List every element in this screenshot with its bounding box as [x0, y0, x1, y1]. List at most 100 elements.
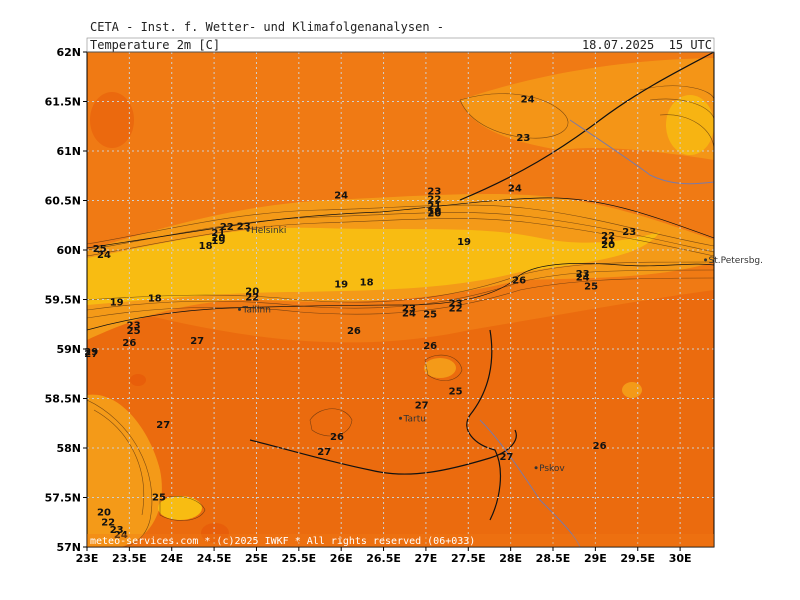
finland-coastline: [87, 197, 714, 249]
contour-label: 25: [584, 282, 598, 293]
contour-line: [87, 218, 714, 257]
contour-label: 24: [97, 250, 111, 261]
contour-line: [87, 277, 714, 319]
lon-label: 26.5E: [366, 552, 401, 565]
contour-label: 22: [220, 222, 234, 233]
contour-line: [87, 204, 714, 247]
lat-label: 59.5N: [45, 294, 81, 307]
contour-label: 20: [97, 507, 111, 518]
contour-label: 20: [245, 287, 259, 298]
contour-label: 24: [334, 191, 348, 202]
contour-label: 20: [427, 208, 441, 219]
city-label: Pskov: [539, 464, 565, 474]
lon-label: 26E: [330, 552, 353, 565]
lon-label: 30E: [669, 552, 692, 565]
city-marker: [534, 466, 538, 470]
contour-label: 29: [84, 347, 98, 358]
city-marker: [246, 228, 250, 232]
contour-label: 22: [427, 195, 441, 206]
lat-label: 62N: [56, 46, 81, 59]
warm-spot-1: [130, 374, 146, 386]
finland-russia-border: [459, 52, 714, 201]
contour-label: 23: [127, 320, 141, 331]
city-marker: [399, 416, 402, 420]
contour-label: 24: [114, 530, 128, 541]
contour-label: 23: [449, 298, 463, 309]
contour-label: 19: [211, 236, 225, 247]
city-label: St.Petersbg.: [709, 256, 764, 266]
lon-label: 23E: [76, 552, 99, 565]
lon-label: 23.5E: [112, 552, 147, 565]
city-marker: [238, 307, 242, 311]
contour-label: 21: [601, 236, 615, 247]
header-strip: [86, 37, 715, 53]
contour-label: 27: [84, 349, 98, 360]
lon-label: 25.5E: [281, 552, 316, 565]
gulf-core-cool: [87, 227, 660, 305]
contour-label: 26: [347, 326, 361, 337]
contour-label: 19: [427, 206, 441, 217]
contour-label: 24: [576, 273, 590, 284]
header-field: Temperature_2m_[C]: [90, 38, 221, 52]
lon-label: 29E: [584, 552, 607, 565]
contour-line: [424, 354, 463, 381]
lon-label: 25E: [245, 552, 268, 565]
contour-line: [459, 93, 569, 139]
contour-label: 27: [415, 400, 429, 411]
contour-label: 26: [593, 441, 607, 452]
finland-mild-zone: [460, 58, 714, 160]
contour-label: 27: [499, 452, 513, 463]
lat-label: 59N: [56, 343, 81, 356]
contour-label: 21: [427, 201, 441, 212]
lon-label: 27.5E: [451, 552, 486, 565]
contour-label: 18: [199, 241, 213, 252]
contour-line: [87, 399, 153, 547]
lon-label: 28.5E: [536, 552, 571, 565]
lon-label: 24E: [160, 552, 183, 565]
lon-label: 27E: [415, 552, 438, 565]
contour-label: 18: [360, 278, 374, 289]
city-label: Helsinki: [251, 226, 286, 236]
contour-label: 23: [237, 221, 251, 232]
contour-label: 23: [516, 133, 530, 144]
contour-label: 20: [601, 240, 615, 251]
lat-label: 61.5N: [45, 96, 81, 109]
lon-label: 28E: [499, 552, 522, 565]
contour-label: 22: [601, 231, 615, 242]
estonia-latvia-border: [249, 429, 517, 475]
lon-label: 24.5E: [197, 552, 232, 565]
contour-label: 24: [521, 95, 535, 106]
lake-peipus: [424, 358, 456, 378]
warm-spot-3: [90, 92, 134, 148]
footer-copyright: meteo-services.com * (c)2025 IWKF * All …: [90, 536, 475, 547]
contour-label: 23: [427, 187, 441, 198]
contour-label: 21: [211, 228, 225, 239]
header-valid-time: 18.07.2025 15 UTC: [581, 38, 712, 52]
city-marker: [704, 258, 708, 262]
contour-label: 27: [190, 336, 204, 347]
lat-label: 60N: [56, 244, 81, 257]
mild-spot: [622, 382, 642, 398]
contour-label: 23: [110, 525, 124, 536]
contour-label: 19: [457, 237, 471, 248]
city-label: Tartu: [403, 414, 426, 424]
contour-label: 26: [423, 341, 437, 352]
lat-label: 58.5N: [45, 393, 81, 406]
contour-line: [159, 496, 206, 521]
contour-line: [87, 212, 714, 253]
lon-label: 29.5E: [620, 552, 655, 565]
contour-label: 26: [330, 432, 344, 443]
contour-line: [87, 269, 714, 311]
contour-label: 23: [402, 303, 416, 314]
contour-label: 25: [449, 387, 463, 398]
contour-label: 23: [576, 269, 590, 280]
lat-label: 61N: [56, 145, 81, 158]
contour-label: 18: [148, 294, 162, 305]
contour-label: 24: [402, 308, 416, 319]
riga-cool-spot: [158, 496, 202, 520]
contour-line: [639, 85, 714, 151]
contour-label: 22: [101, 517, 115, 528]
contour-label: 25: [152, 493, 166, 504]
footer-strip: [87, 534, 714, 547]
